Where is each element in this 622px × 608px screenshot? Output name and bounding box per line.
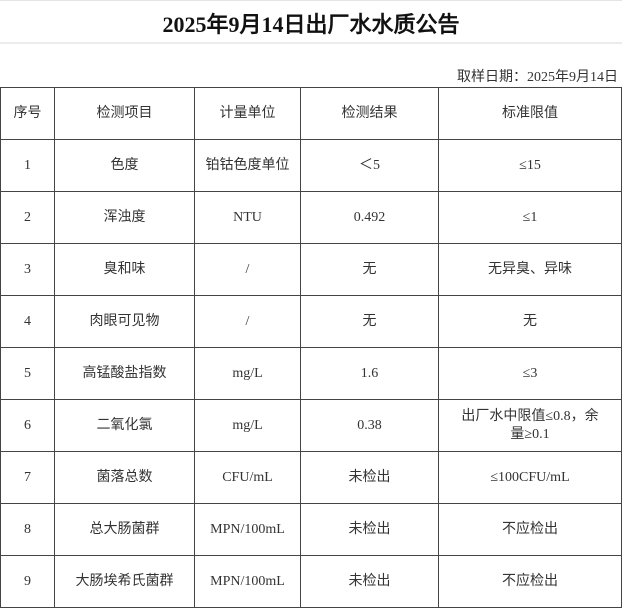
unit-cell: MPN/100mL (194, 503, 301, 556)
row-number-cell: 4 (0, 295, 55, 348)
result-cell: 1.6 (300, 347, 439, 400)
test-item-cell: 菌落总数 (54, 451, 195, 504)
table-row: 5 高锰酸盐指数 mg/L 1.6 ≤3 (0, 347, 622, 400)
row-number-cell: 1 (0, 139, 55, 192)
table-row: 2 浑浊度 NTU 0.492 ≤1 (0, 191, 622, 244)
water-quality-table: 序号 检测项目 计量单位 检测结果 标准限值 1 色度 铂钴色度单位 ＜5 ≤15 2 浑浊… (0, 87, 622, 608)
standard-limit-cell: 无 (438, 295, 622, 348)
unit-cell: mg/L (194, 347, 301, 400)
row-number-cell: 6 (0, 399, 55, 452)
unit-cell: MPN/100mL (194, 555, 301, 608)
header-cell: 标准限值 (438, 87, 622, 140)
standard-limit-cell: ≤100CFU/mL (438, 451, 622, 504)
unit-cell: 铂钴色度单位 (194, 139, 301, 192)
result-cell: 无 (300, 243, 439, 296)
test-item-cell: 臭和味 (54, 243, 195, 296)
sampling-date: 取样日期：2025年9月14日 (457, 70, 618, 85)
row-number-cell: 3 (0, 243, 55, 296)
result-cell: ＜5 (300, 139, 439, 192)
test-item-cell: 色度 (54, 139, 195, 192)
table-row: 9 大肠埃希氏菌群 MPN/100mL 未检出 不应检出 (0, 555, 622, 608)
standard-limit-cell: ≤3 (438, 347, 622, 400)
row-number-cell: 7 (0, 451, 55, 504)
unit-cell: / (194, 243, 301, 296)
result-cell: 0.492 (300, 191, 439, 244)
header-cell: 计量单位 (194, 87, 301, 140)
standard-limit-cell: 无异臭、异味 (438, 243, 622, 296)
unit-cell: CFU/mL (194, 451, 301, 504)
header-cell: 序号 (0, 87, 55, 140)
standard-limit-cell: ≤15 (438, 139, 622, 192)
unit-cell: NTU (194, 191, 301, 244)
result-cell: 无 (300, 295, 439, 348)
table-row: 6 二氧化氯 mg/L 0.38 出厂水中限值≤0.8，余量≥0.1 (0, 399, 622, 452)
test-item-cell: 大肠埃希氏菌群 (54, 555, 195, 608)
row-number-cell: 9 (0, 555, 55, 608)
table-row: 1 色度 铂钴色度单位 ＜5 ≤15 (0, 139, 622, 192)
table-row: 3 臭和味 / 无无异臭、异味 (0, 243, 622, 296)
page-title: 2025年9月14日出厂水水质公告 (0, 0, 622, 44)
table-row: 4 肉眼可见物 / 无无 (0, 295, 622, 348)
standard-limit-cell: 不应检出 (438, 555, 622, 608)
table-header-row: 序号 检测项目 计量单位 检测结果 标准限值 (0, 87, 622, 140)
row-number-cell: 2 (0, 191, 55, 244)
row-number-cell: 8 (0, 503, 55, 556)
test-item-cell: 高锰酸盐指数 (54, 347, 195, 400)
standard-limit-cell: ≤1 (438, 191, 622, 244)
table-row: 8 总大肠菌群 MPN/100mL 未检出 不应检出 (0, 503, 622, 556)
test-item-cell: 浑浊度 (54, 191, 195, 244)
result-cell: 未检出 (300, 503, 439, 556)
test-item-cell: 二氧化氯 (54, 399, 195, 452)
result-cell: 0.38 (300, 399, 439, 452)
unit-cell: / (194, 295, 301, 348)
standard-limit-cell: 不应检出 (438, 503, 622, 556)
test-item-cell: 肉眼可见物 (54, 295, 195, 348)
standard-limit-cell: 出厂水中限值≤0.8，余量≥0.1 (438, 399, 622, 452)
unit-cell: mg/L (194, 399, 301, 452)
table-row: 7 菌落总数 CFU/mL 未检出 ≤100CFU/mL (0, 451, 622, 504)
test-item-cell: 总大肠菌群 (54, 503, 195, 556)
header-cell: 检测项目 (54, 87, 195, 140)
row-number-cell: 5 (0, 347, 55, 400)
result-cell: 未检出 (300, 451, 439, 504)
header-cell: 检测结果 (300, 87, 439, 140)
result-cell: 未检出 (300, 555, 439, 608)
